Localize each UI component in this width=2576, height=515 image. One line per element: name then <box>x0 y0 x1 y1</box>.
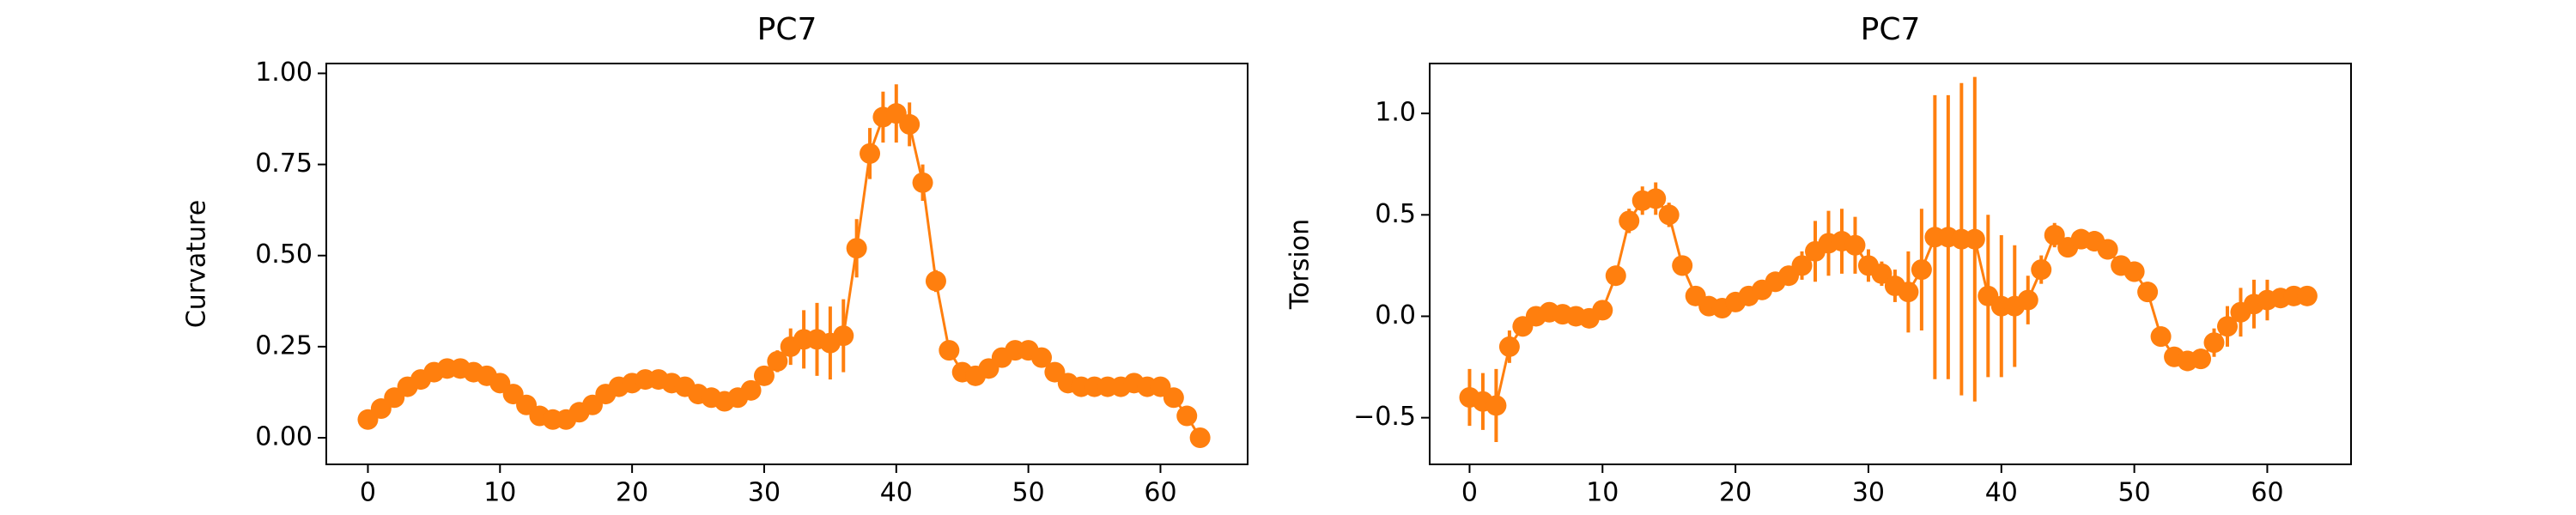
data-point <box>1163 387 1184 409</box>
data-point <box>1176 405 1198 427</box>
data-point <box>767 350 788 372</box>
data-point <box>899 113 920 135</box>
data-point <box>2097 239 2118 260</box>
data-point <box>2150 326 2172 348</box>
data-point <box>2031 259 2052 281</box>
x-tick-label: 10 <box>483 478 516 508</box>
chart-title: PC7 <box>1861 12 1921 47</box>
x-tick-label: 60 <box>2251 478 2283 508</box>
data-point <box>1898 282 1919 303</box>
data-point <box>1498 336 1520 357</box>
data-point <box>1485 395 1507 416</box>
y-tick-label: −0.5 <box>1353 402 1416 432</box>
x-tick-label: 0 <box>1461 478 1478 508</box>
x-tick-label: 30 <box>748 478 781 508</box>
data-point <box>1871 263 1893 284</box>
data-point <box>925 270 946 292</box>
data-point <box>2123 261 2145 282</box>
x-tick-label: 50 <box>2118 478 2151 508</box>
y-axis-label: Torsion <box>1285 219 1315 310</box>
y-tick-label: 0.5 <box>1375 199 1416 229</box>
y-tick-label: 0.00 <box>255 422 313 452</box>
y-tick-label: 0.75 <box>255 148 313 179</box>
x-tick-label: 0 <box>360 478 376 508</box>
data-point <box>753 365 775 386</box>
axes: PC7 Torsion 0 10 20 30 40 50 60 −0.5 0.0 0.5 1.0 <box>1285 12 2352 508</box>
data-point <box>2296 285 2318 306</box>
data-point <box>1658 204 1680 226</box>
data-point <box>912 172 933 193</box>
chart-title: PC7 <box>757 12 817 47</box>
data-point <box>860 142 881 164</box>
plot-frame <box>325 63 1249 465</box>
data-line <box>1469 197 2307 408</box>
data-point <box>2017 289 2038 311</box>
x-tick-label: 10 <box>1586 478 1619 508</box>
data-point <box>1619 210 1640 232</box>
data-point <box>1911 259 1932 281</box>
data-point <box>1791 255 1813 276</box>
y-tick-label: 0.0 <box>1375 300 1416 330</box>
data-point <box>2044 224 2065 245</box>
data-point <box>1592 300 1613 321</box>
y-tick-label: 1.00 <box>255 58 313 88</box>
data-point <box>1645 188 1667 209</box>
x-tick-label: 40 <box>880 478 913 508</box>
x-tick-label: 40 <box>1985 478 2018 508</box>
data-point <box>833 325 854 347</box>
data-point <box>1844 234 1866 256</box>
x-tick-label: 20 <box>1719 478 1752 508</box>
y-tick-label: 1.0 <box>1375 98 1416 128</box>
y-axis-label: Curvature <box>182 200 212 328</box>
data-point <box>2203 332 2225 354</box>
y-tick-label: 0.50 <box>255 239 313 270</box>
x-tick-label: 30 <box>1852 478 1885 508</box>
x-tick-label: 20 <box>616 478 648 508</box>
data-point <box>1605 265 1626 287</box>
data-point <box>2137 282 2159 303</box>
data-point <box>1672 255 1693 276</box>
x-tick-label: 60 <box>1144 478 1176 508</box>
y-tick-label: 0.25 <box>255 330 313 360</box>
data-point <box>2190 348 2212 370</box>
data-point <box>1189 427 1211 449</box>
data-point <box>846 238 867 259</box>
data-point <box>939 340 960 361</box>
data-point <box>740 379 762 401</box>
data-point <box>1964 228 1985 250</box>
axes: PC7 Curvature 0 10 20 30 40 50 60 0.00 0.25 0.50 0.7… <box>182 12 1249 508</box>
plot-frame <box>1429 63 2352 465</box>
x-tick-label: 50 <box>1012 478 1045 508</box>
data-point <box>1031 347 1053 368</box>
data-point <box>2217 316 2239 337</box>
